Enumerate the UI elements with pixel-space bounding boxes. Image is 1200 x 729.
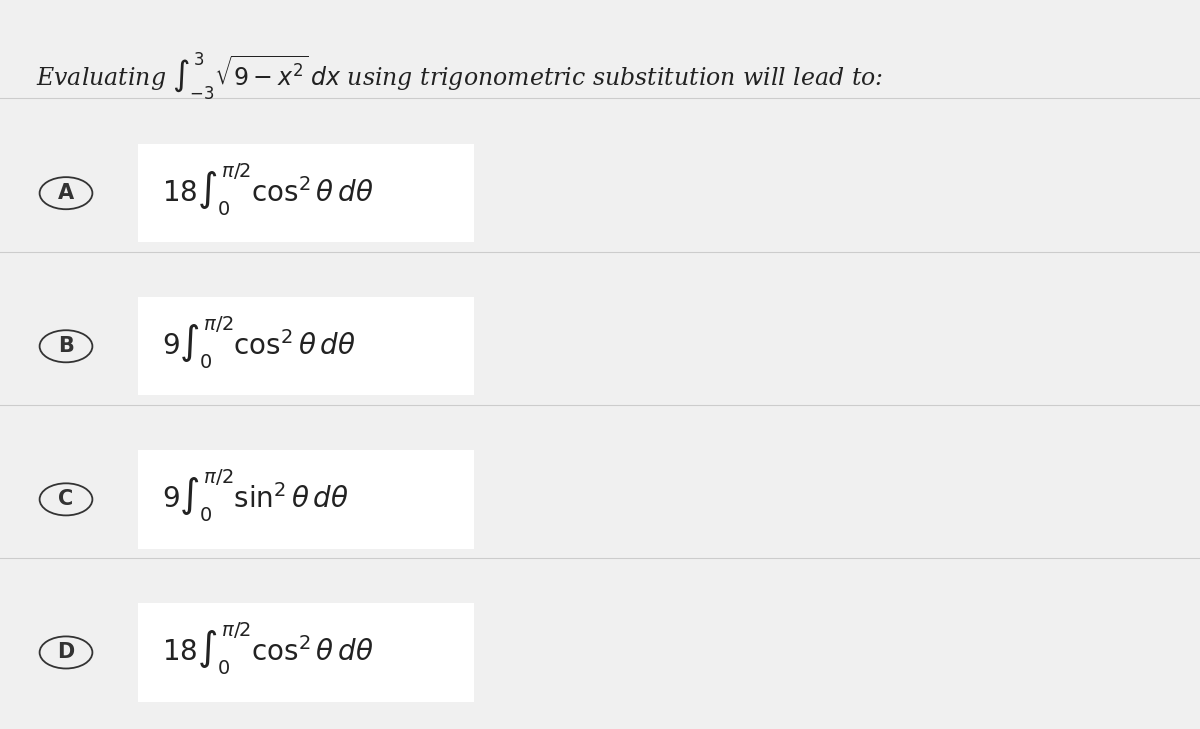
Text: D: D xyxy=(58,642,74,663)
Text: Evaluating $\int_{-3}^{3} \sqrt{9-x^2}\, dx$ using trigonometric substitution wi: Evaluating $\int_{-3}^{3} \sqrt{9-x^2}\,… xyxy=(36,51,883,103)
FancyBboxPatch shape xyxy=(138,144,474,243)
Text: $18 \int_{0}^{\pi/2} \cos^2\theta\, d\theta$: $18 \int_{0}^{\pi/2} \cos^2\theta\, d\th… xyxy=(162,620,373,677)
Text: $18 \int_{0}^{\pi/2} \cos^2\theta\, d\theta$: $18 \int_{0}^{\pi/2} \cos^2\theta\, d\th… xyxy=(162,161,373,218)
FancyBboxPatch shape xyxy=(138,450,474,548)
Text: C: C xyxy=(59,489,73,510)
Text: $9 \int_{0}^{\pi/2} \cos^2\theta\, d\theta$: $9 \int_{0}^{\pi/2} \cos^2\theta\, d\the… xyxy=(162,314,356,371)
FancyBboxPatch shape xyxy=(138,297,474,395)
Text: $9 \int_{0}^{\pi/2} \sin^2\theta\, d\theta$: $9 \int_{0}^{\pi/2} \sin^2\theta\, d\the… xyxy=(162,467,349,524)
Text: B: B xyxy=(58,336,74,356)
Text: A: A xyxy=(58,183,74,203)
FancyBboxPatch shape xyxy=(138,604,474,701)
